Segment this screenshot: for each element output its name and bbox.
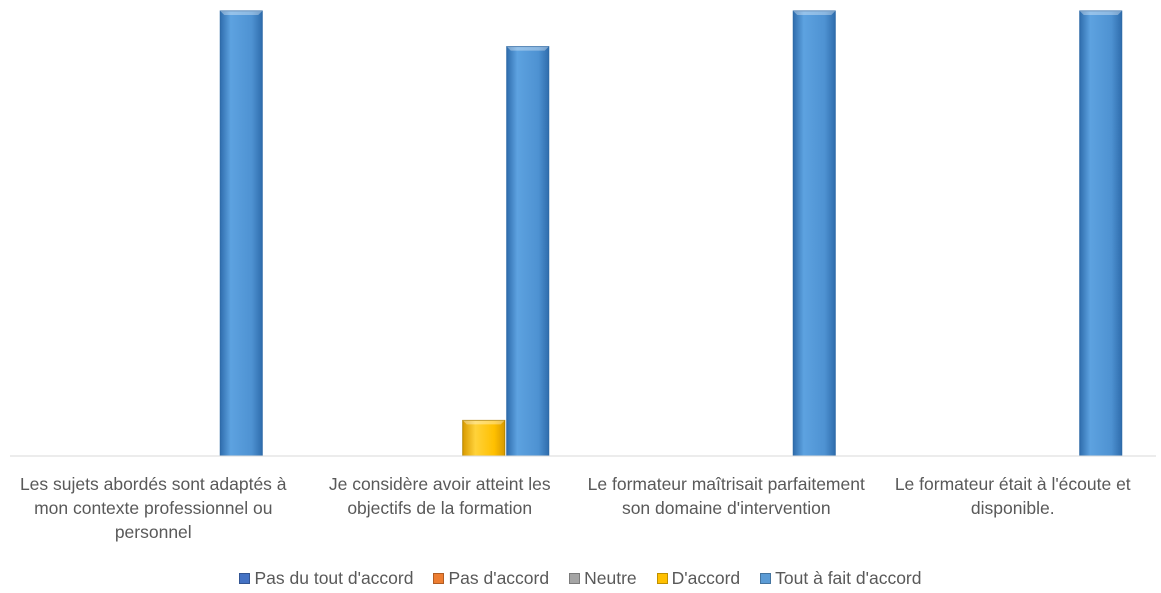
legend-label: Pas d'accord — [448, 567, 550, 588]
legend-swatch — [239, 572, 251, 584]
legend-label: Pas du tout d'accord — [254, 567, 414, 588]
category-label-1: Les sujets abordés sont adaptés à mon co… — [19, 474, 287, 542]
legend-label: D'accord — [671, 567, 741, 588]
legend-item-1: Pas du tout d'accord — [239, 568, 413, 589]
category-label-3: Le formateur maîtrisait parfaitement son… — [587, 474, 865, 518]
legend-item-5: Tout à fait d'accord — [760, 567, 922, 589]
legend-swatch — [760, 572, 772, 584]
legend-swatch — [569, 572, 581, 584]
legend-item-3: Neutre — [569, 568, 637, 589]
legend-item-2: Pas d'accord — [433, 568, 549, 589]
category-label-2: Je considère avoir atteint les objectifs… — [328, 474, 551, 518]
legend-item-4: D'accord — [656, 567, 741, 589]
bar-4-series-5 — [1079, 10, 1123, 457]
bar-2-series-4 — [462, 419, 506, 457]
bars-layer — [219, 10, 1123, 457]
bar-1-series-5 — [219, 10, 263, 457]
bar-bevel — [1079, 11, 1122, 15]
bar-2-series-5 — [506, 46, 550, 457]
bar-bevel — [220, 11, 263, 15]
legend-swatch — [433, 572, 445, 584]
bar-bevel — [506, 46, 549, 51]
legend-label: Neutre — [584, 567, 637, 588]
legend: Pas du tout d'accord Pas d'accord Neutre D'… — [0, 566, 1161, 590]
category-label-4: Le formateur était à l'écoute et disponi… — [894, 474, 1131, 518]
legend-swatch — [656, 572, 668, 584]
bar-bevel — [462, 420, 505, 425]
bar-3-series-5 — [792, 10, 836, 457]
legend-label: Tout à fait d'accord — [775, 567, 922, 588]
bar-bevel — [793, 11, 836, 15]
